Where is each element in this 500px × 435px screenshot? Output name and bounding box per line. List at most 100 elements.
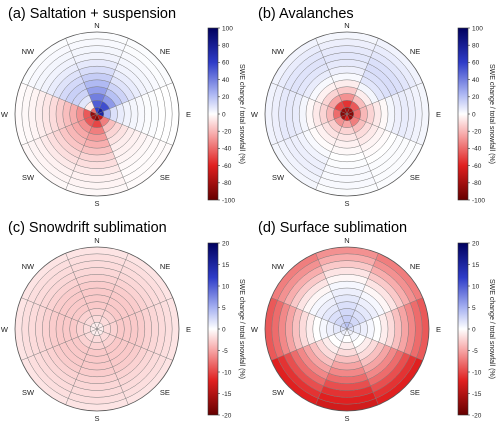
- colorbar-tick-label: 20: [472, 94, 480, 101]
- cell-e-ring-1: [347, 111, 354, 117]
- cell-sw-ring-7: [52, 129, 82, 159]
- cell-nw-ring-11: [277, 259, 321, 303]
- colorbar-gradient: [457, 242, 469, 416]
- cell-sw-ring-9: [290, 134, 327, 171]
- cell-ne-ring-8: [115, 278, 148, 311]
- cell-e-ring-1: [97, 326, 104, 332]
- direction-label-s: S: [344, 199, 349, 208]
- cell-se-ring-12: [375, 357, 423, 405]
- cell-n-ring-1: [344, 322, 350, 329]
- ring-gridline: [62, 79, 132, 149]
- cell-ne-ring-3: [102, 310, 116, 324]
- direction-label-se: SE: [410, 173, 420, 182]
- cell-e-ring-9: [147, 305, 159, 353]
- cell-s-ring-12: [65, 398, 129, 412]
- cell-w-ring-9: [285, 305, 297, 353]
- cell-n-ring-11: [68, 38, 126, 51]
- colorbar-tick-label: 15: [222, 262, 230, 269]
- direction-labels: N NE E SE S SW W NW: [251, 236, 441, 423]
- cell-ne-ring-4: [104, 303, 123, 322]
- cell-nw-ring-7: [302, 284, 332, 314]
- sector-boundary: [96, 82, 173, 115]
- cell-s-ring-5: [83, 139, 111, 149]
- cell-nw-ring-7: [52, 284, 82, 314]
- colorbar-tick-label: 40: [472, 77, 480, 84]
- cell-s-ring-10: [320, 170, 374, 183]
- cell-n-ring-4: [86, 301, 108, 311]
- cell-e-ring-12: [416, 82, 430, 146]
- cell-s-ring-9: [323, 164, 371, 176]
- direction-label-e: E: [436, 110, 441, 119]
- cell-nw-ring-2: [334, 316, 345, 327]
- cell-w-ring-10: [278, 87, 291, 141]
- cell-sw-ring-12: [271, 357, 319, 405]
- cell-e-ring-3: [109, 321, 118, 337]
- direction-labels: N NE E SE S SW W NW: [251, 21, 441, 208]
- cell-sw-ring-10: [283, 137, 324, 178]
- cell-se-ring-8: [365, 132, 398, 165]
- cell-se-ring-9: [117, 134, 154, 171]
- cell-e-ring-6: [128, 313, 139, 345]
- polar-wedges: [264, 31, 430, 197]
- polar-wedges: [14, 246, 180, 412]
- sector-boundary: [96, 328, 129, 405]
- cell-sw-ring-8: [46, 132, 79, 165]
- cell-w-ring-7: [49, 95, 60, 133]
- sector-boundary: [315, 253, 348, 330]
- polar-grid: [264, 31, 430, 197]
- direction-label-w: W: [1, 110, 9, 119]
- sector-boundary: [346, 82, 423, 115]
- cell-ne-ring-8: [115, 63, 148, 96]
- cell-e-ring-6: [128, 98, 139, 130]
- cell-w-ring-10: [278, 302, 291, 356]
- ring-gridline: [339, 106, 355, 122]
- cell-sw-ring-3: [328, 119, 342, 133]
- colorbar-tick-label: -80: [222, 180, 232, 187]
- cell-w-ring-11: [271, 85, 284, 143]
- cell-nw-ring-6: [309, 76, 334, 101]
- sector-boundary: [271, 297, 348, 330]
- cell-nw-ring-6: [309, 291, 334, 316]
- cell-n-ring-12: [315, 31, 379, 45]
- cell-n-ring-2: [341, 100, 353, 108]
- cell-se-ring-11: [123, 140, 167, 184]
- cell-se-ring-7: [362, 129, 392, 159]
- cell-w-ring-4: [319, 103, 329, 125]
- cell-n-ring-5: [83, 294, 111, 304]
- sector-boundary: [346, 38, 379, 115]
- cell-w-ring-3: [326, 321, 335, 337]
- colorbar-tick-label: -80: [472, 180, 482, 187]
- cell-nw-ring-5: [65, 297, 87, 319]
- cell-s-ring-3: [339, 341, 355, 350]
- cell-s-ring-2: [341, 120, 353, 128]
- cell-ne-ring-5: [357, 297, 379, 319]
- cell-se-ring-4: [104, 336, 123, 355]
- cell-sw-ring-11: [27, 355, 71, 399]
- cell-e-ring-7: [384, 310, 395, 348]
- cell-w-ring-10: [28, 302, 41, 356]
- cell-se-ring-12: [375, 142, 423, 190]
- cell-e-ring-7: [134, 95, 145, 133]
- cell-w-ring-9: [35, 90, 47, 138]
- cell-n-ring-3: [89, 93, 105, 102]
- colorbar-tick-label: 60: [472, 60, 480, 67]
- cell-e-ring-4: [365, 103, 375, 125]
- direction-label-w: W: [1, 325, 9, 334]
- cell-ne-ring-11: [123, 259, 167, 303]
- cell-e-ring-4: [365, 318, 375, 340]
- cell-s-ring-9: [73, 164, 121, 176]
- cell-se-ring-6: [110, 342, 135, 367]
- cell-s-ring-12: [315, 398, 379, 412]
- cell-w-ring-10: [28, 87, 41, 141]
- ring-gridline: [69, 301, 125, 357]
- cell-sw-ring-4: [321, 336, 340, 355]
- cell-s-ring-3: [89, 126, 105, 135]
- cell-sw-ring-10: [33, 137, 74, 178]
- cell-se-ring-8: [365, 347, 398, 380]
- cell-sw-ring-11: [277, 355, 321, 399]
- ring-gridline: [35, 267, 159, 391]
- cell-s-ring-10: [320, 385, 374, 398]
- cell-sw-ring-5: [315, 339, 337, 361]
- cell-e-ring-1: [97, 111, 104, 117]
- cell-nw-ring-4: [321, 303, 340, 322]
